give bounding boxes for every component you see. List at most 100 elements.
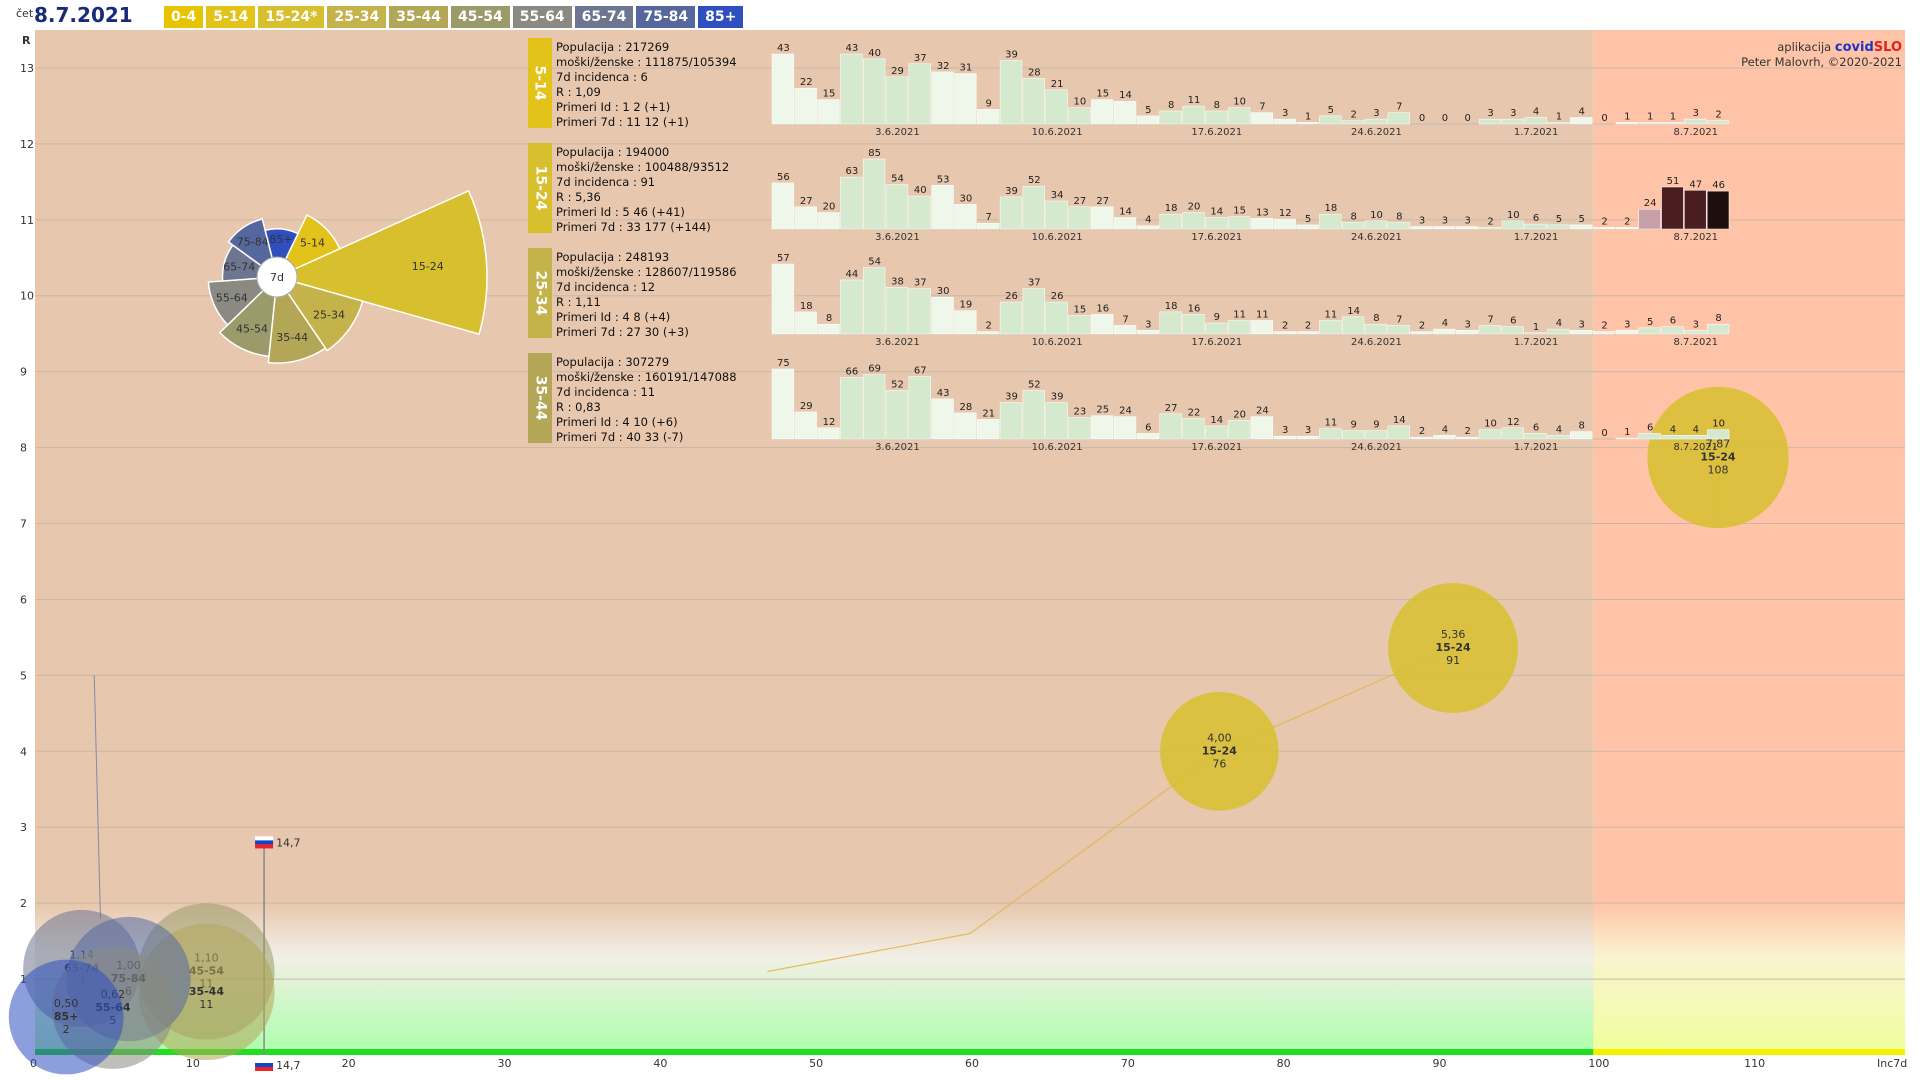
panel-bar-label: 1 (1556, 111, 1562, 122)
panel-bar (1661, 122, 1684, 125)
panel-bar (1684, 435, 1707, 440)
panel-bar-label: 69 (868, 364, 881, 375)
age-legend: 0-4 5-14 15-24* 25-34 35-44 45-54 55-64 65-74 75… (164, 6, 744, 28)
panel-bar (1319, 213, 1342, 230)
panel-bar-label: 43 (845, 43, 858, 54)
panel-bar-label: 8 (1715, 313, 1721, 324)
panel-bar-label: 75 (777, 358, 790, 369)
panel-bar (977, 109, 1000, 125)
flag-blue (255, 840, 274, 845)
legend-item-9: 85+ (698, 6, 744, 28)
panel-bar (1296, 435, 1319, 440)
panel-bar-label: 12 (1507, 417, 1520, 428)
panel-bar-label: 22 (1188, 407, 1201, 418)
panel-bar (817, 323, 840, 335)
panel-bar (1524, 223, 1547, 230)
panel-bar-label: 27 (1096, 196, 1109, 207)
panel-bar (1205, 110, 1228, 125)
panel-bar (977, 222, 1000, 230)
pie-slice-45-54 (218, 275, 278, 358)
panel-bar-label: 10 (1074, 97, 1087, 108)
panel-bar (1159, 110, 1182, 125)
legend-item-2: 15-24* (258, 6, 325, 28)
panel-bar-label: 3 (1145, 319, 1151, 330)
panel-bar-label: 67 (914, 365, 927, 376)
panel-bar-label: 8 (1579, 421, 1585, 432)
panel-bar-label: 12 (823, 417, 836, 428)
panel-bar-label: 28 (960, 402, 973, 413)
pie-label: 35-44 (276, 331, 308, 344)
panel-bar-label: 20 (1233, 409, 1246, 420)
panel-bar (1524, 117, 1547, 125)
panel-date-label: 17.6.2021 (1191, 337, 1242, 348)
panel-bar-label: 6 (1670, 316, 1676, 327)
panel-bar-label: 4 (1670, 424, 1676, 435)
panel-bar (1478, 118, 1502, 125)
panel-bar-label: 2 (1601, 321, 1607, 332)
pie-slice-15-24 (274, 189, 488, 336)
panel-bar (1136, 115, 1160, 125)
panel-bar-label: 2 (1601, 216, 1607, 227)
panel-bar-label: 85 (868, 148, 881, 159)
panel-stats-25-34: Populacija : 248193 moški/ženske : 12860… (556, 250, 737, 339)
national-label: 14,7 (276, 836, 301, 849)
panel-bar (840, 377, 863, 440)
panel-bar-label: 15 (1074, 305, 1087, 316)
panel-bar-label: 3 (1282, 108, 1288, 119)
panel-date-label: 24.6.2021 (1351, 232, 1402, 243)
panel-bar (1706, 429, 1730, 440)
y-axis-title: R (22, 34, 31, 47)
panel-bar (1478, 325, 1502, 335)
panel-bar-label: 5 (1647, 317, 1653, 328)
x-tick-label: 30 (498, 1057, 512, 1070)
panel-bar-label: 52 (891, 379, 904, 390)
national-label: 14,7 (276, 1059, 301, 1072)
bubble-group-label: 15-24 (1202, 744, 1238, 757)
panel-date-label: 24.6.2021 (1351, 442, 1402, 453)
panel-bar (817, 212, 840, 230)
panel-bar-label: 47 (1689, 179, 1702, 190)
panel-bar (931, 185, 954, 230)
panel-bar (1045, 301, 1068, 335)
panel-band-25-34: 25-34 (528, 248, 552, 338)
panel-bar (1250, 320, 1274, 335)
panel-bar (931, 296, 954, 335)
panel-bar (1227, 320, 1251, 335)
panel-bar-label: 19 (960, 300, 973, 311)
panel-bar (1068, 417, 1091, 440)
panel-bar (1547, 122, 1570, 125)
panel-bar-label: 26 (1051, 291, 1064, 302)
panel-bar-label: 30 (937, 286, 950, 297)
panel-bar-label: 10 (1233, 97, 1246, 108)
bubble-15-24 (1160, 692, 1279, 811)
pie-slice-35-44 (267, 274, 327, 364)
panel-bar-label: 9 (986, 98, 992, 109)
panel-bar (1456, 436, 1479, 440)
x-tick-label: 60 (965, 1057, 979, 1070)
panel-bar-label: 1 (1647, 111, 1653, 122)
panel-bar-label: 8 (1350, 211, 1356, 222)
panel-bar (999, 196, 1023, 230)
panel-bar (1638, 122, 1661, 125)
panel-bar (1068, 315, 1091, 335)
panel-bar-label: 20 (1188, 202, 1201, 213)
panel-bar (1045, 200, 1068, 230)
legend-item-7: 65-74 (574, 6, 634, 28)
panel-bar (1227, 107, 1251, 125)
y-tick-label: 7 (20, 518, 27, 531)
panel-bar (977, 331, 1000, 335)
panel-bar (1250, 218, 1274, 230)
legend-item-4: 35-44 (389, 6, 449, 28)
panel-bar (1570, 330, 1593, 335)
bubble-group-label: 15-24 (1435, 641, 1471, 654)
panel-bar (1136, 433, 1160, 440)
panel-bar-label: 5 (1579, 214, 1585, 225)
panel-bar-label: 3 (1282, 425, 1288, 436)
panel-bar-label: 2 (1715, 110, 1721, 121)
panel-bar (1638, 327, 1661, 335)
panel-bar (840, 176, 863, 230)
top-bar: čet 8.7.2021 0-4 5-14 15-24* 25-34 35-44 45-5… (0, 0, 1920, 30)
panel-bar-label: 6 (1647, 422, 1653, 433)
panel-bar-label: 57 (777, 253, 790, 264)
panel-date-label: 8.7.2021 (1674, 127, 1719, 138)
